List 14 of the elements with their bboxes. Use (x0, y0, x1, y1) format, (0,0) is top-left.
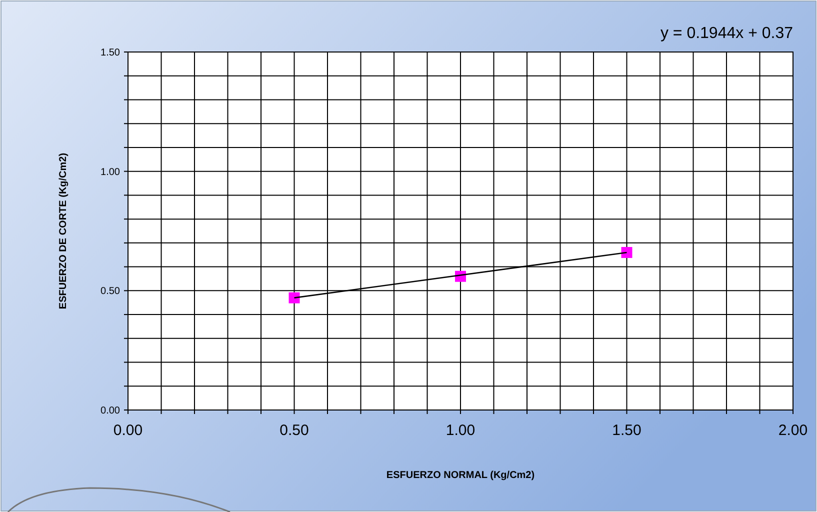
y-tick-label: 1.50 (100, 48, 120, 58)
x-tick-label: 1.50 (612, 422, 642, 439)
x-axis-title: ESFUERZO NORMAL (Kg/Cm2) (386, 470, 535, 481)
x-tick-label: 2.00 (778, 422, 808, 439)
x-tick-label: 0.00 (113, 422, 143, 439)
y-tick-label: 0.50 (100, 286, 120, 298)
x-tick-label: 0.50 (280, 422, 309, 439)
y-tick-label: 1.00 (100, 166, 120, 178)
text: y = 0.1944x + 0.37 (660, 25, 794, 42)
y-tick-label: 0.00 (100, 406, 120, 416)
point (621, 246, 632, 258)
point (288, 292, 300, 304)
x-tick-label: 1.00 (446, 422, 476, 439)
y-axis-title: ESFUERZO DE CORTE (Kg/Cm2) (58, 152, 69, 310)
